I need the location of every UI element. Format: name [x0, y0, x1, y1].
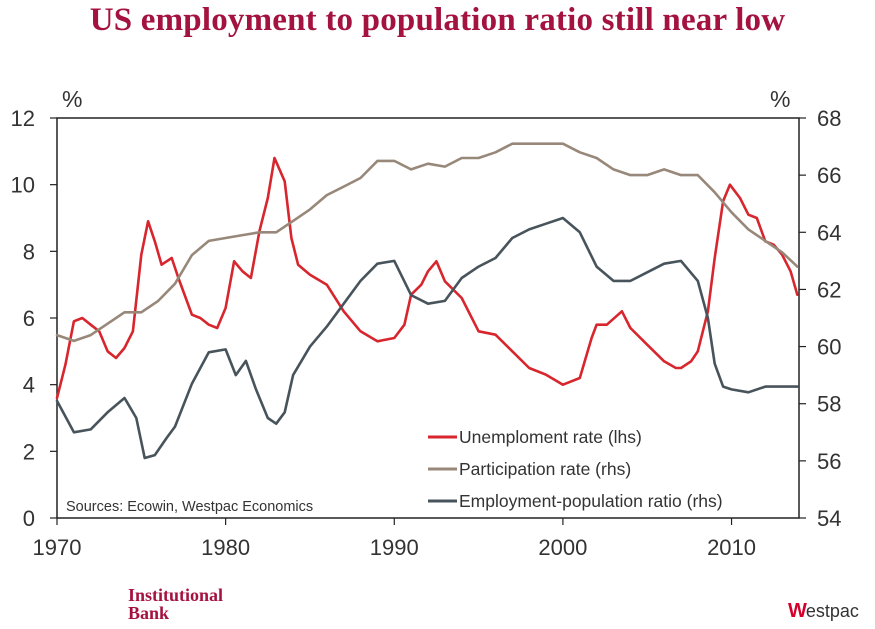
left-tick-label: 4 [23, 373, 35, 398]
x-tick-label: 1980 [201, 535, 250, 560]
legend-label-1: Participation rate (rhs) [459, 459, 631, 479]
left-tick-label: 10 [11, 173, 35, 198]
logo-line-1: Institutional [128, 585, 224, 605]
westpac-logo: W estpac [788, 600, 859, 622]
right-tick-label: 66 [817, 163, 841, 188]
right-tick-label: 58 [817, 392, 841, 417]
x-tick-label: 2010 [707, 535, 756, 560]
institutional-bank-logo: Institutional Bank [128, 586, 223, 622]
logo-line-2: Bank [128, 603, 170, 623]
series-line-2 [55, 216, 799, 460]
right-axis-unit: % [770, 86, 790, 112]
series-line-0 [55, 156, 799, 400]
left-tick-label: 6 [23, 306, 35, 331]
right-tick-label: 68 [817, 106, 841, 131]
left-tick-label: 0 [23, 506, 35, 531]
westpac-w-mark: W [788, 599, 807, 622]
right-tick-label: 60 [817, 335, 841, 360]
x-tick-label: 2000 [538, 535, 587, 560]
chart-title: US employment to population ratio still … [89, 2, 786, 38]
legend-label-0: Unemploment rate (lhs) [459, 427, 642, 447]
legend: Unemploment rate (lhs) Participation rate… [428, 427, 723, 511]
x-tick-label: 1970 [33, 535, 82, 560]
source-note: Sources: Ecowin, Westpac Economics [66, 499, 313, 515]
series-line-1 [55, 142, 799, 343]
right-tick-label: 56 [817, 449, 841, 474]
series-lines [55, 142, 799, 460]
right-tick-label: 64 [817, 220, 841, 245]
left-tick-label: 2 [23, 439, 35, 464]
westpac-wordmark: estpac [805, 600, 859, 621]
plot-frame [56, 117, 800, 519]
legend-label-2: Employment-population ratio (rhs) [459, 491, 723, 511]
x-tick-label: 1990 [370, 535, 419, 560]
right-tick-label: 54 [817, 506, 841, 531]
plot-border [56, 117, 800, 519]
left-tick-label: 12 [11, 106, 35, 131]
left-tick-label: 8 [23, 239, 35, 264]
left-axis-unit: % [62, 86, 82, 112]
right-tick-label: 62 [817, 277, 841, 302]
